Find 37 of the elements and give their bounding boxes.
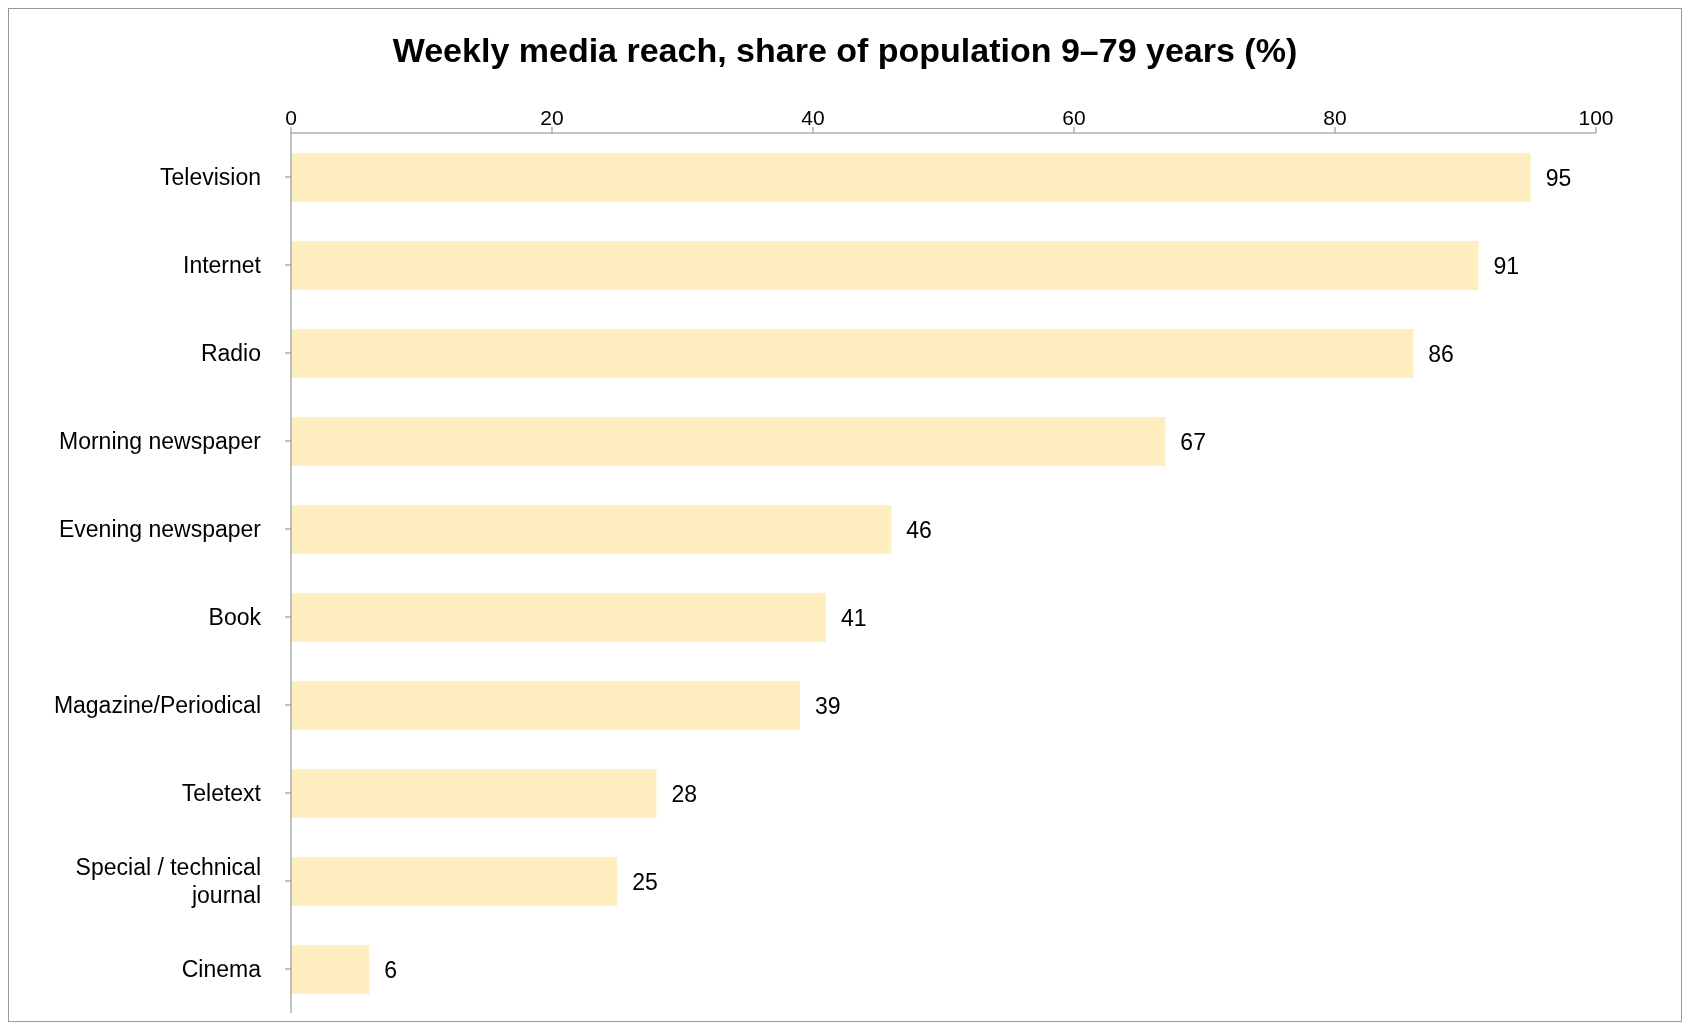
y-tick-label: Evening newspaper xyxy=(58,516,262,542)
x-tick-label: 20 xyxy=(540,106,564,129)
data-label: 46 xyxy=(906,516,932,543)
y-tick-label: Television xyxy=(160,164,261,190)
data-label: 6 xyxy=(384,956,398,983)
bar xyxy=(291,945,370,994)
bar xyxy=(291,153,1531,202)
data-label: 86 xyxy=(1428,340,1454,367)
data-label: 25 xyxy=(632,868,658,895)
y-tick-label: Book xyxy=(208,604,262,630)
data-label: 67 xyxy=(1180,428,1206,455)
data-label: 41 xyxy=(841,604,867,631)
y-tick-label: Internet xyxy=(183,252,262,278)
bar xyxy=(291,505,892,554)
x-tick-label: 0 xyxy=(285,106,297,129)
chart-title: Weekly media reach, share of population 9–79 years (%) xyxy=(391,31,1299,70)
bar xyxy=(291,329,1414,378)
bar xyxy=(291,241,1479,290)
bar xyxy=(291,857,618,906)
y-tick-label: Teletext xyxy=(181,780,262,806)
x-tick-label: 100 xyxy=(1578,106,1614,129)
bar xyxy=(291,593,827,642)
y-tick-label: Morning newspaper xyxy=(58,428,262,454)
data-label: 39 xyxy=(814,692,841,719)
bar xyxy=(291,417,1166,466)
y-tick-label: Special / technical journal xyxy=(75,854,261,908)
data-label: 95 xyxy=(1545,164,1572,191)
x-tick-label: 40 xyxy=(801,106,825,129)
y-tick-label: Radio xyxy=(200,340,261,366)
data-label: 91 xyxy=(1493,252,1520,279)
y-tick-label: Magazine/Periodical xyxy=(53,692,261,718)
data-label: 28 xyxy=(671,780,697,807)
x-tick-label: 80 xyxy=(1323,106,1347,129)
bar xyxy=(291,681,800,730)
x-tick-label: 60 xyxy=(1062,106,1086,129)
bar xyxy=(291,769,657,818)
y-tick-label: Cinema xyxy=(181,956,262,982)
